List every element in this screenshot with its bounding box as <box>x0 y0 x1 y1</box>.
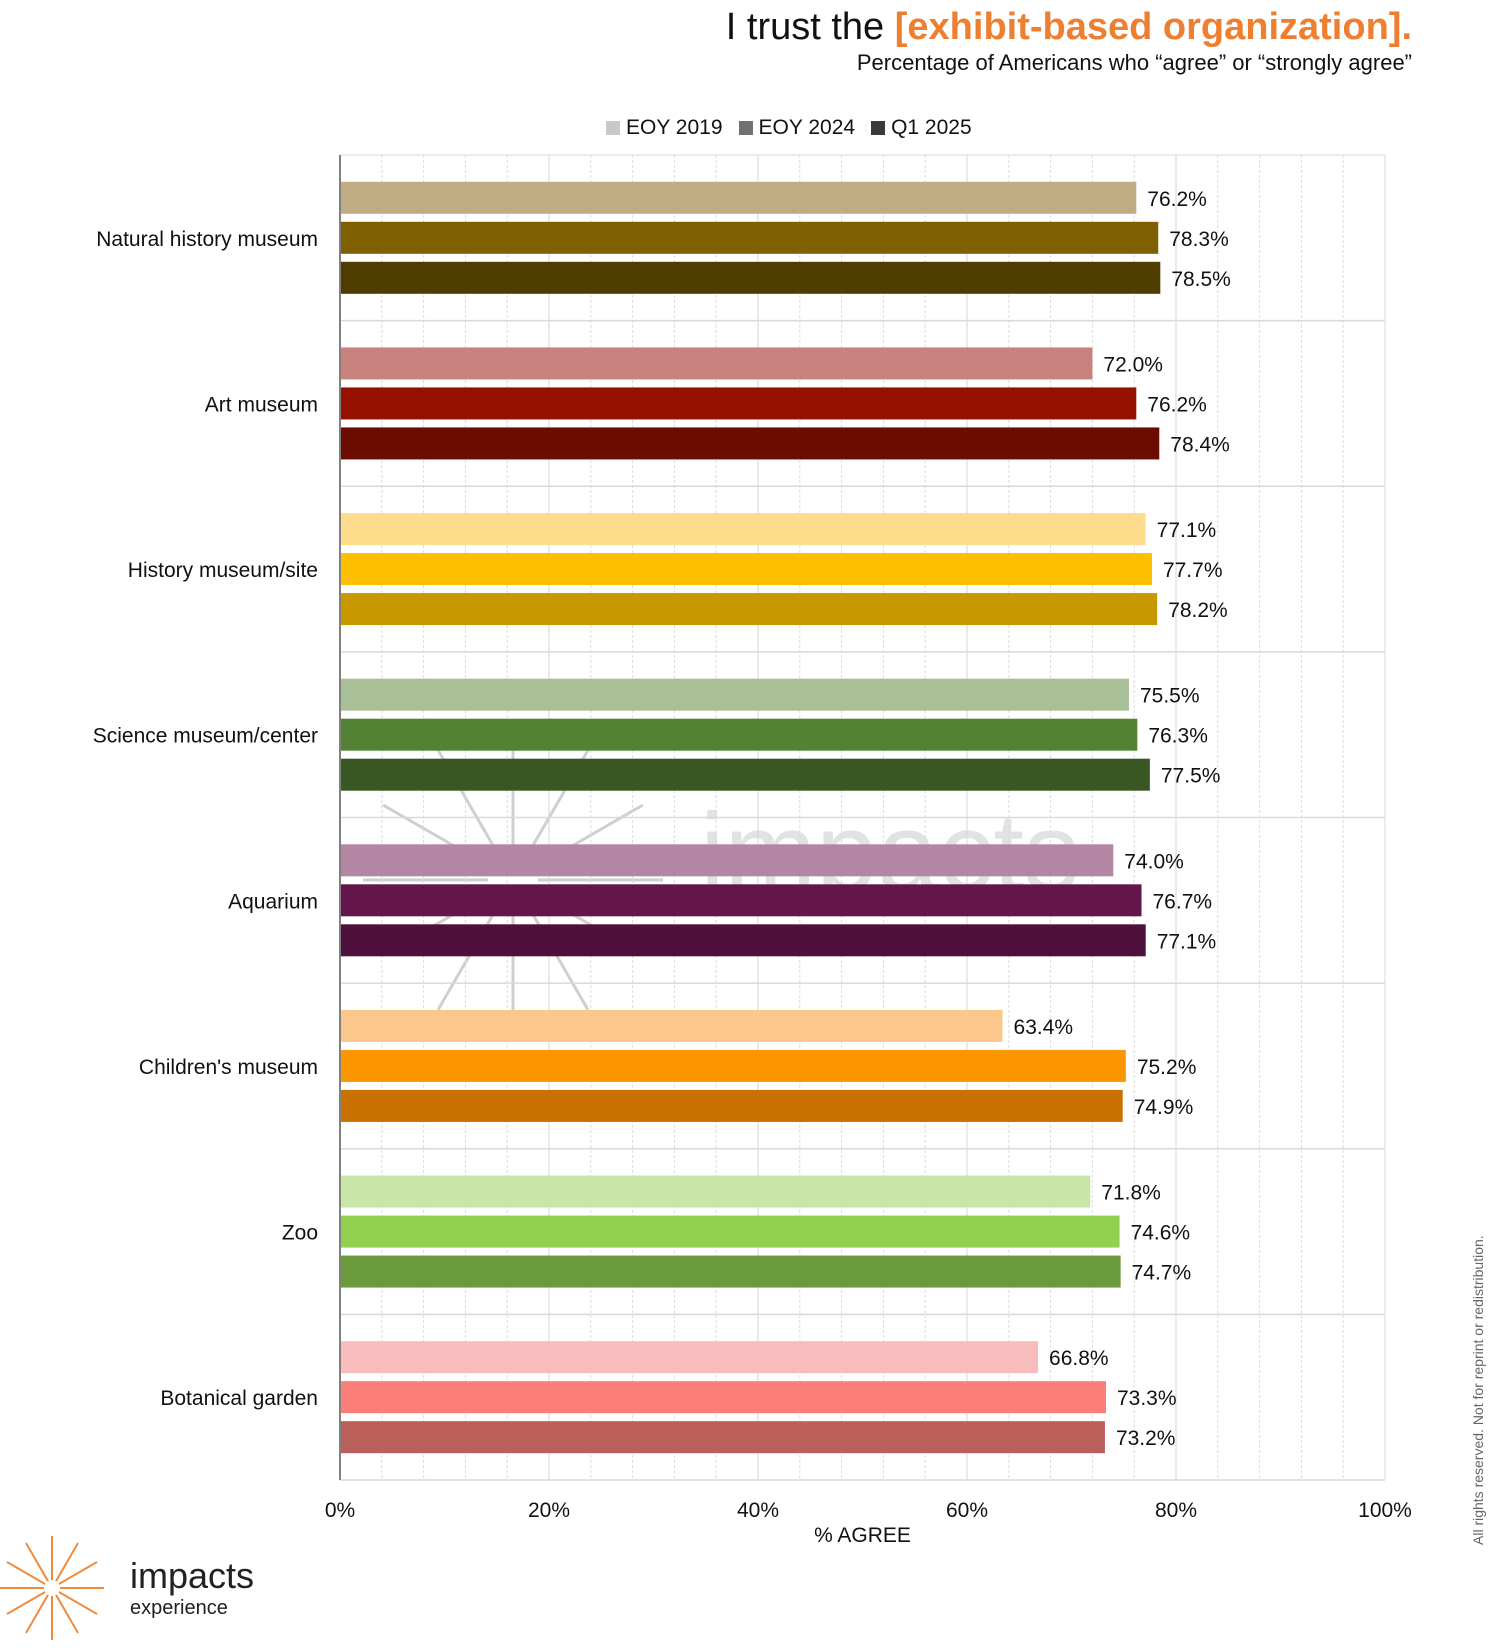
bar <box>340 1255 1121 1288</box>
chart-subtitle: Percentage of Americans who “agree” or “… <box>856 50 1412 75</box>
x-tick-label: 60% <box>946 1499 988 1522</box>
data-label: 71.8% <box>1101 1182 1161 1205</box>
category-label: Natural history museum <box>96 228 318 251</box>
bar <box>340 1175 1091 1208</box>
x-axis-title: % AGREE <box>814 1524 911 1547</box>
category-label: Botanical garden <box>160 1387 318 1410</box>
category-label: History museum/site <box>128 559 318 582</box>
bar <box>340 261 1161 294</box>
bar <box>340 1421 1105 1454</box>
bar <box>340 181 1137 214</box>
data-label: 75.2% <box>1137 1056 1197 1079</box>
bar <box>340 1089 1123 1122</box>
chart-title: I trust the [exhibit-based organization]… <box>726 6 1412 49</box>
logo-wordmark: impacts <box>130 1555 255 1596</box>
bar <box>340 844 1114 877</box>
bar <box>340 221 1159 254</box>
bar <box>340 1381 1106 1414</box>
title-highlight: [exhibit-based organization]. <box>894 6 1412 48</box>
data-label: 76.3% <box>1148 725 1208 748</box>
legend-item-eoy-2019: EOY 2019 <box>606 116 723 140</box>
category-label: Aquarium <box>228 890 318 913</box>
legend-label: EOY 2024 <box>758 116 856 139</box>
x-tick-label: 20% <box>528 1499 570 1522</box>
category-label: Children's museum <box>139 1056 318 1079</box>
legend-swatch <box>738 121 753 135</box>
data-label: 74.6% <box>1131 1222 1191 1245</box>
bar <box>340 593 1158 626</box>
x-tick-label: 40% <box>737 1499 779 1522</box>
data-label: 78.4% <box>1170 433 1230 456</box>
data-label: 74.7% <box>1132 1262 1192 1285</box>
bar <box>340 553 1152 586</box>
data-label: 77.1% <box>1157 519 1217 542</box>
bar <box>340 1049 1126 1082</box>
bar <box>340 678 1129 711</box>
data-label: 66.8% <box>1049 1347 1109 1370</box>
data-label: 76.2% <box>1147 393 1207 416</box>
data-label: 77.7% <box>1163 559 1223 582</box>
x-tick-label: 80% <box>1155 1499 1197 1522</box>
legend-label: Q1 2025 <box>891 116 972 139</box>
data-label: 78.2% <box>1168 599 1228 622</box>
legend: EOY 2019 EOY 2024 Q1 2025 <box>606 116 972 140</box>
legend-swatch <box>606 121 620 135</box>
data-label: 75.5% <box>1140 685 1200 708</box>
data-label: 78.3% <box>1169 228 1229 251</box>
bar <box>340 347 1093 380</box>
bar <box>340 387 1137 420</box>
category-label: Science museum/center <box>93 725 318 748</box>
legend-item-q1-2025: Q1 2025 <box>871 116 972 140</box>
legend-item-eoy-2024: EOY 2024 <box>738 116 856 140</box>
legend-swatch <box>871 121 886 135</box>
data-label: 73.3% <box>1117 1387 1177 1410</box>
legend-label: EOY 2019 <box>626 116 723 139</box>
x-tick-label: 0% <box>325 1499 355 1522</box>
data-label: 74.0% <box>1124 850 1184 873</box>
bar <box>340 924 1146 957</box>
data-label: 77.5% <box>1161 765 1221 788</box>
title-prefix: I trust the <box>725 6 895 48</box>
logo-subtext: experience <box>130 1597 228 1619</box>
data-label: 63.4% <box>1014 1016 1074 1039</box>
bar <box>340 758 1150 791</box>
bar <box>340 884 1142 917</box>
category-label: Zoo <box>282 1222 318 1245</box>
rights-notice: All rights reserved. Not for reprint or … <box>1470 1235 1486 1545</box>
starburst-logo-icon <box>0 1536 104 1640</box>
data-label: 72.0% <box>1103 353 1163 376</box>
data-label: 77.1% <box>1157 930 1217 953</box>
bar <box>340 1009 1003 1042</box>
bar <box>340 718 1138 751</box>
bar <box>340 513 1146 546</box>
data-label: 76.7% <box>1153 890 1213 913</box>
data-label: 73.2% <box>1116 1427 1176 1450</box>
bar <box>340 427 1160 460</box>
x-tick-label: 100% <box>1358 1499 1412 1522</box>
bar <box>340 1341 1039 1374</box>
category-label: Art museum <box>205 393 318 416</box>
data-label: 74.9% <box>1134 1096 1194 1119</box>
data-label: 76.2% <box>1147 188 1207 211</box>
data-label: 78.5% <box>1171 268 1231 291</box>
bar <box>340 1215 1120 1248</box>
